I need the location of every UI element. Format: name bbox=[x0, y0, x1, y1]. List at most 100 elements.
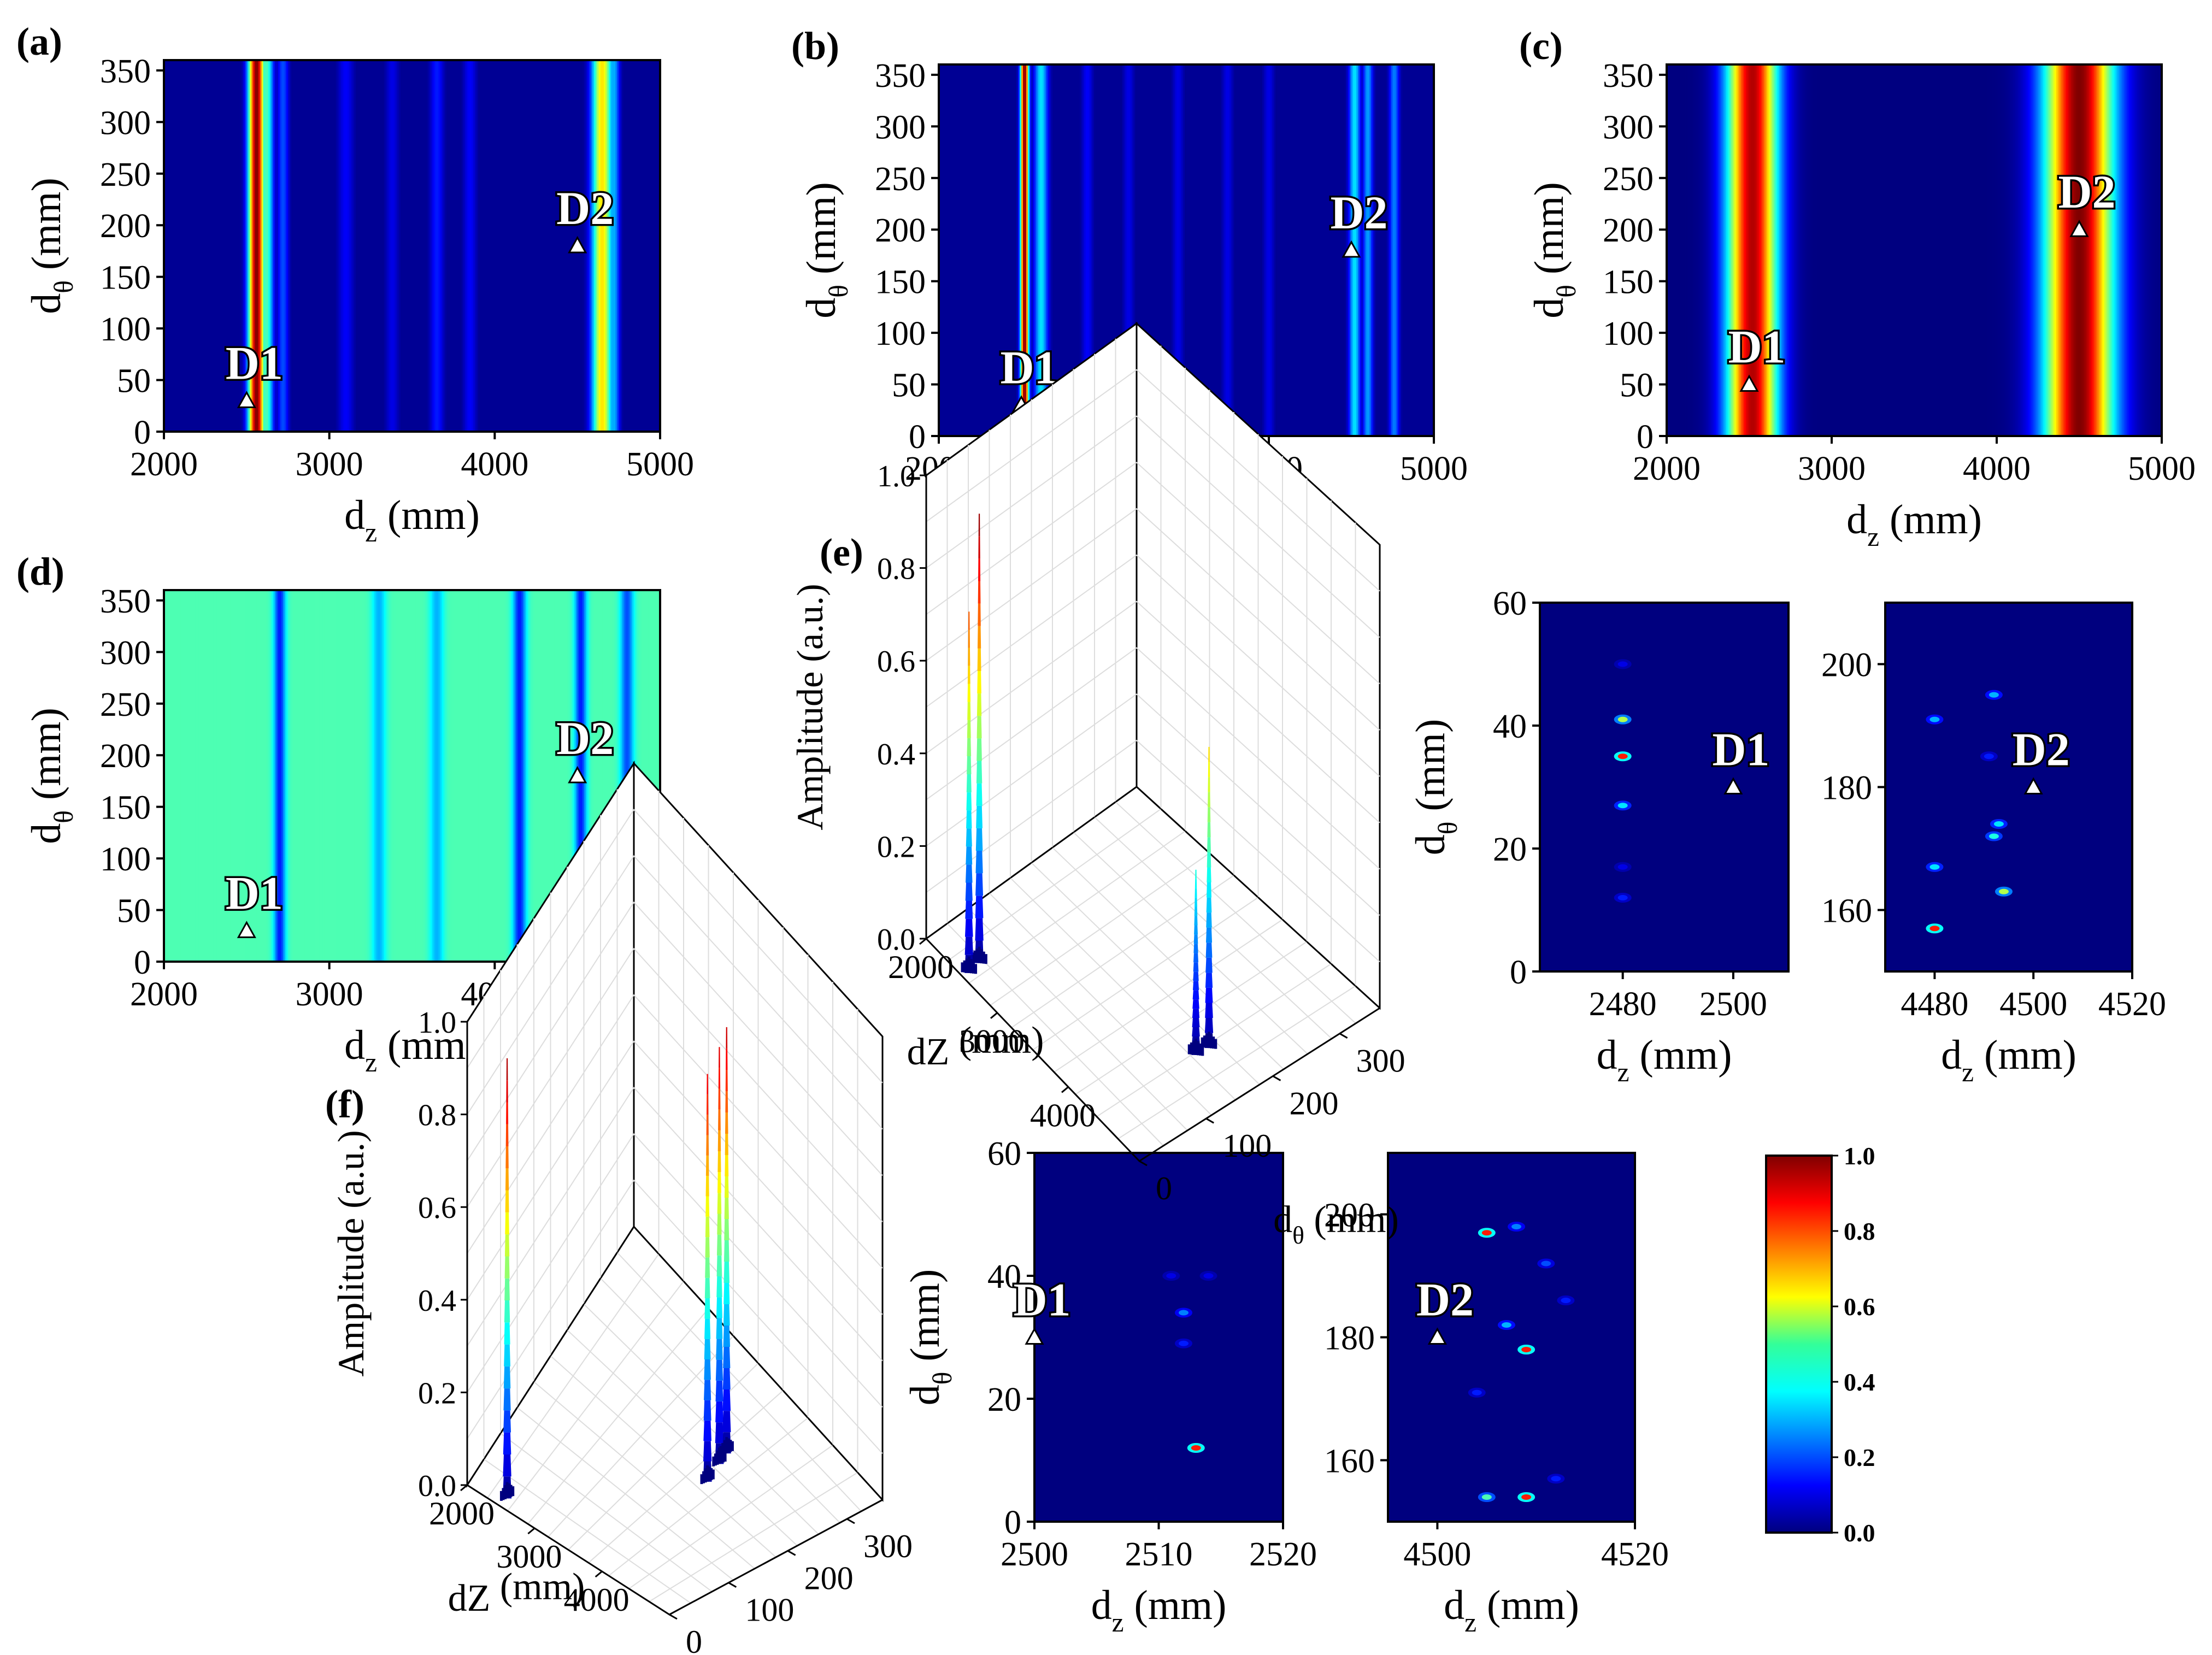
chart-f3d-peak-0 bbox=[504, 1344, 510, 1367]
chart-c-cell bbox=[1851, 64, 1854, 436]
chart-b-cell bbox=[1075, 64, 1078, 436]
chart-b-cell bbox=[1245, 64, 1248, 436]
chart-d-cell bbox=[314, 590, 317, 962]
chart-d-cell bbox=[227, 590, 229, 962]
chart-b-cell bbox=[1361, 64, 1363, 436]
chart-c-cell bbox=[2109, 64, 2111, 436]
chart-a-cell bbox=[210, 60, 213, 432]
chart-b-cell bbox=[1016, 64, 1019, 436]
chart-b-cell bbox=[1039, 64, 1042, 436]
chart-e3d-peak-2 bbox=[1205, 1003, 1213, 1018]
chart-e3d-xlabel-text: dZ (mm) bbox=[907, 1020, 1044, 1073]
chart-d-cell bbox=[210, 590, 213, 962]
chart-b-cell bbox=[1104, 64, 1106, 436]
chart-f1-background bbox=[1034, 1153, 1283, 1522]
chart-b-cell bbox=[1031, 64, 1033, 436]
chart-a-cell bbox=[531, 60, 533, 432]
chart-b-cell bbox=[1310, 64, 1313, 436]
chart-c-cell bbox=[1719, 64, 1722, 436]
chart-a-cell bbox=[582, 60, 585, 432]
chart-e1-xlabel-main: d bbox=[1597, 1032, 1617, 1078]
chart-d-cell bbox=[390, 590, 393, 962]
chart-a-cell bbox=[309, 60, 312, 432]
chart-d-cell bbox=[471, 590, 474, 962]
chart-d-cell bbox=[428, 590, 431, 962]
chart-e2-spot bbox=[1929, 864, 1940, 870]
chart-d-cell bbox=[379, 590, 381, 962]
chart-c-cell bbox=[1802, 64, 1804, 436]
chart-f3d-peak-2 bbox=[717, 1130, 721, 1151]
chart-b-cell bbox=[1017, 64, 1020, 436]
chart-c-cell bbox=[1732, 64, 1735, 436]
chart-d-cell bbox=[501, 590, 504, 962]
chart-d-cell bbox=[364, 590, 367, 962]
chart-e3d-ytick bbox=[1139, 1160, 1148, 1167]
chart-a-ytick-label: 50 bbox=[117, 363, 151, 400]
chart-d-cell bbox=[316, 590, 319, 962]
chart-f3d-grid bbox=[467, 1086, 883, 1362]
chart-a-cell bbox=[356, 60, 358, 432]
chart-e3d-peak-1 bbox=[965, 900, 973, 919]
chart-f1-spot bbox=[1179, 1310, 1189, 1316]
chart-a-cell bbox=[623, 60, 626, 432]
chart-e2-spot bbox=[1989, 833, 1999, 839]
chart-d-cell bbox=[410, 590, 413, 962]
chart-f3d-xlabel-text: dZ (mm) bbox=[448, 1566, 585, 1619]
chart-b-cell bbox=[1033, 64, 1035, 436]
chart-e3d-peak-0 bbox=[976, 783, 983, 806]
chart-e3d-grid bbox=[926, 415, 1380, 638]
chart-a-cell bbox=[501, 60, 504, 432]
chart-f3d-ztick-label: 1.0 bbox=[418, 1006, 456, 1040]
chart-c-cell bbox=[2003, 64, 2005, 436]
chart-d-cell bbox=[197, 590, 199, 962]
chart-e1-target-d1-triangle bbox=[1723, 777, 1743, 794]
chart-b-cell bbox=[1323, 64, 1326, 436]
chart-d-ytick-label: 100 bbox=[100, 841, 151, 878]
chart-c-cell bbox=[1970, 64, 1973, 436]
chart-d-xlabel-text: dz (mm) bbox=[344, 1022, 480, 1077]
chart-a-cell bbox=[258, 60, 261, 432]
chart-d-cell bbox=[546, 590, 548, 962]
chart-b-cell bbox=[1041, 64, 1044, 436]
chart-c-cell bbox=[1835, 64, 1837, 436]
chart-c-cell bbox=[1757, 64, 1760, 436]
chart-d-xtick-label: 2000 bbox=[130, 976, 198, 1013]
chart-d-cell bbox=[593, 590, 596, 962]
chart-c-cell bbox=[1816, 64, 1819, 436]
chart-a-cell bbox=[233, 60, 236, 432]
chart-b-cell bbox=[1392, 64, 1395, 436]
chart-b-ylabel: dθ (mm) bbox=[798, 182, 854, 319]
chart-d-cell bbox=[615, 590, 618, 962]
chart-f2-target-d2-triangle bbox=[1427, 1327, 1447, 1345]
chart-b-cell bbox=[1423, 64, 1426, 436]
chart-a-cell bbox=[491, 60, 494, 432]
chart-a-ytick-label: 100 bbox=[100, 311, 151, 348]
chart-f2-spot bbox=[1481, 1494, 1492, 1500]
chart-c-cell bbox=[1954, 64, 1956, 436]
chart-f3d-xtick-label: 4000 bbox=[564, 1582, 630, 1618]
chart-d-cell bbox=[218, 590, 221, 962]
chart-b-cell bbox=[1258, 64, 1261, 436]
chart-a-cell bbox=[405, 60, 408, 432]
chart-a-cell bbox=[610, 60, 613, 432]
chart-c-cell bbox=[2008, 64, 2010, 436]
chart-d-cell bbox=[278, 590, 280, 962]
chart-a-cell bbox=[471, 60, 474, 432]
chart-a-xtick-label: 5000 bbox=[626, 446, 694, 483]
chart-a-cell bbox=[419, 60, 421, 432]
chart-e3d-ylabel-sub: θ bbox=[1292, 1221, 1304, 1249]
chart-a-cell bbox=[445, 60, 448, 432]
chart-b-cell bbox=[1222, 64, 1225, 436]
chart-d-cell bbox=[508, 590, 510, 962]
chart-c-cell bbox=[1927, 64, 1929, 436]
chart-b-cell bbox=[1085, 64, 1088, 436]
chart-b-cell bbox=[1275, 64, 1278, 436]
chart-d-cell bbox=[446, 590, 449, 962]
chart-d-cell bbox=[167, 590, 169, 962]
chart-d-cell bbox=[172, 590, 174, 962]
chart-d-cell bbox=[435, 590, 438, 962]
chart-c-cell bbox=[1810, 64, 1813, 436]
chart-d-cell bbox=[569, 590, 572, 962]
chart-c-cell bbox=[1714, 64, 1717, 436]
chart-d-xlabel-unit: (mm) bbox=[377, 1022, 480, 1068]
